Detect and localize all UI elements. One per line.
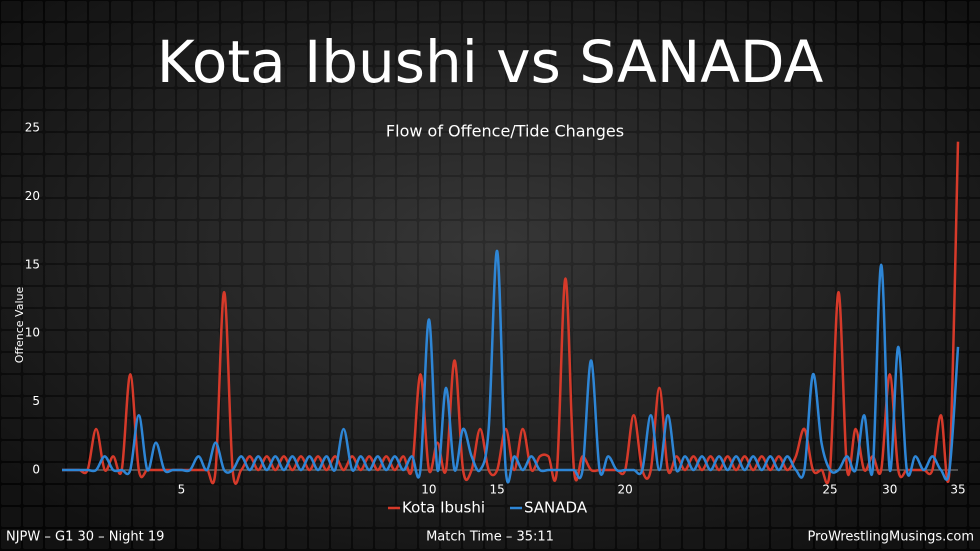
legend-label: SANADA — [524, 499, 588, 517]
y-tick-label: 20 — [25, 189, 40, 203]
x-tick-label: 10 — [421, 483, 436, 497]
x-tick-label: 15 — [490, 483, 505, 497]
y-tick-label: 25 — [25, 121, 40, 135]
x-tick-label: 25 — [822, 483, 837, 497]
x-tick-label: 30 — [882, 483, 897, 497]
y-tick-label: 5 — [32, 394, 40, 408]
series-line — [62, 249, 960, 484]
legend-label: Kota Ibushi — [402, 499, 485, 517]
y-tick-label: 0 — [32, 463, 40, 477]
footer-left: NJPW – G1 30 – Night 19 — [6, 530, 164, 545]
y-axis-label: Offence Value — [13, 287, 26, 364]
page-title: Kota Ibushi vs SANADA — [157, 28, 824, 96]
series-line — [62, 141, 960, 485]
x-tick-label: 20 — [618, 483, 633, 497]
x-tick-label: 5 — [178, 483, 186, 497]
x-tick-label: 35 — [950, 483, 965, 497]
footer-center: Match Time – 35:11 — [426, 530, 554, 545]
y-tick-label: 10 — [25, 326, 40, 340]
y-tick-label: 15 — [25, 257, 40, 271]
footer-right: ProWrestlingMusings.com — [807, 530, 974, 545]
chart-title: Flow of Offence/Tide Changes — [386, 122, 624, 141]
